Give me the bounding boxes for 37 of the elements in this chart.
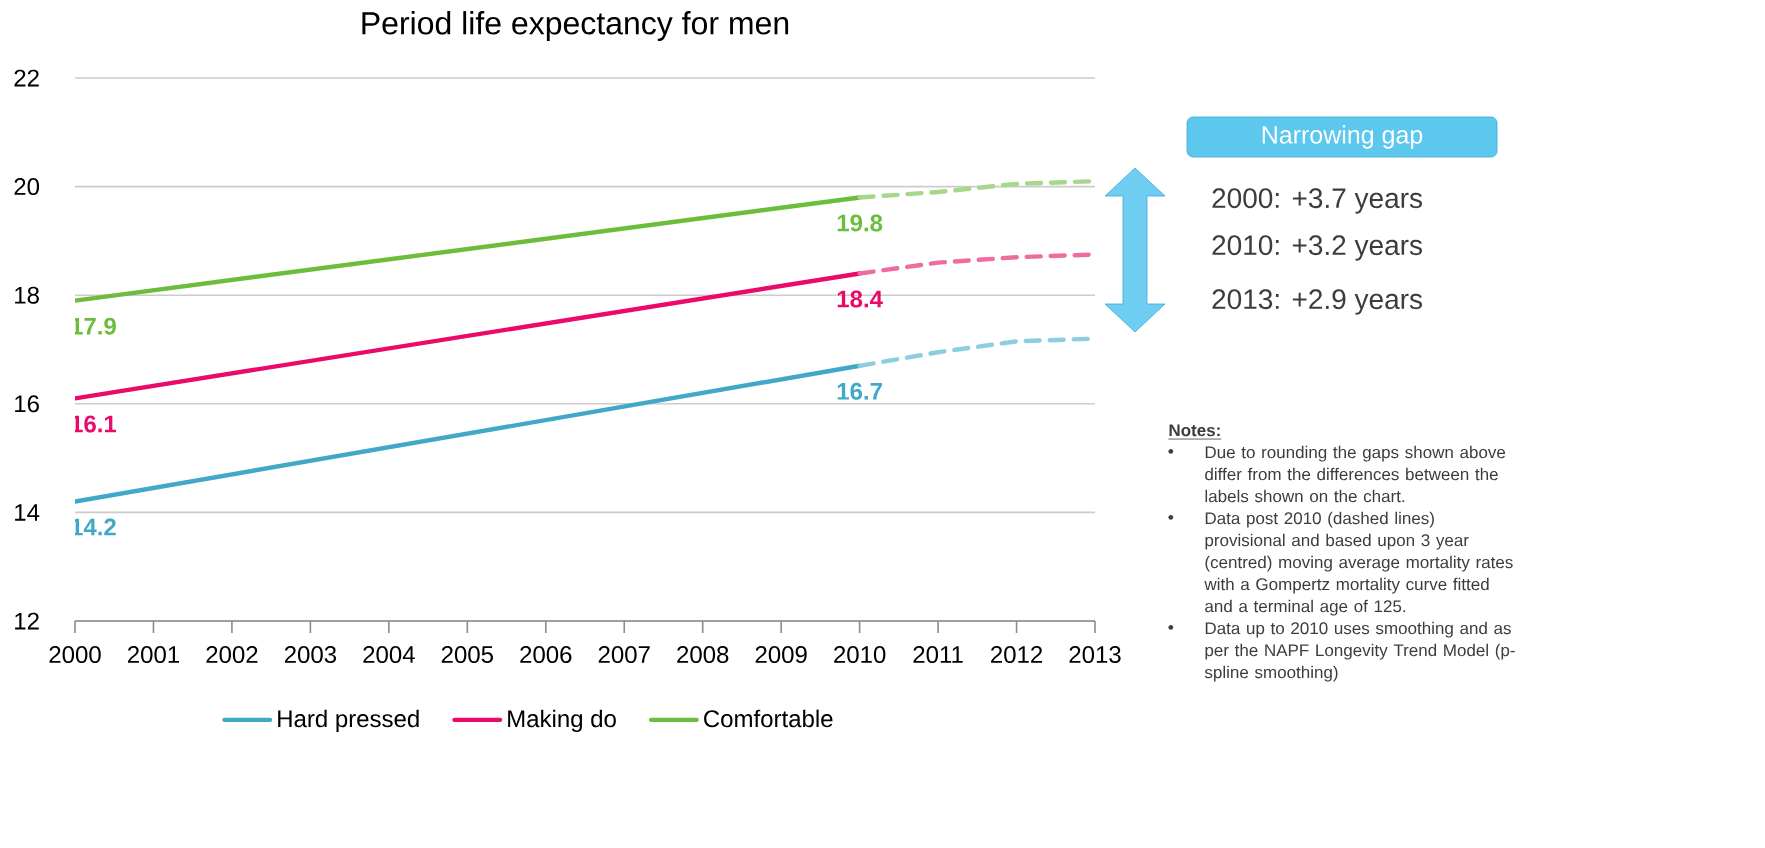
data-label: 19.8 xyxy=(837,214,883,232)
text: Data post 2010 (dashed lines) provisional and based upon 3 year (centred) moving average mortality rates with a Gompertz mortality curve fitted and a terminal age of 125. xyxy=(1204,511,1513,616)
data-label: 16.1 xyxy=(71,415,117,433)
text: Data up to 2010 uses smoothing and as per the NAPF Longevity Trend Model (p-spline smoothing) xyxy=(1204,621,1515,682)
x-tick-label: 2003 xyxy=(284,646,337,664)
x-tick-label: 2000 xyxy=(49,646,101,664)
x-tick-label: 2010 xyxy=(834,646,886,664)
y-tick-label: 14 xyxy=(15,504,40,521)
text: Narrowing gap xyxy=(1262,125,1423,149)
x-tick-label: 2012 xyxy=(991,646,1043,664)
text: Due to rounding the gaps shown above differ from the differences between the labels shown on the chart. xyxy=(1205,445,1506,503)
y-tick-label: 18 xyxy=(15,286,39,304)
text: 2010: +3.2 years xyxy=(1212,235,1422,261)
x-tick-label: 2008 xyxy=(677,646,729,664)
x-tick-label: 2013 xyxy=(1069,646,1121,664)
x-tick-label: 2002 xyxy=(206,646,258,664)
legend-label: Comfortable xyxy=(704,709,833,728)
legend-label: Hard pressed xyxy=(278,709,419,733)
text: 2000: +3.7 years xyxy=(1212,188,1422,214)
x-tick-label: 2004 xyxy=(363,646,415,664)
data-label: 16.7 xyxy=(837,382,882,400)
legend-label: Making do xyxy=(508,709,616,733)
x-tick-label: 2009 xyxy=(755,646,807,664)
data-label: 14.2 xyxy=(71,518,116,536)
y-tick-label: 16 xyxy=(15,395,39,413)
text: 2013: +2.9 years xyxy=(1212,289,1422,315)
x-tick-label: 2011 xyxy=(913,646,963,664)
y-tick-label: 12 xyxy=(15,612,39,630)
x-tick-label: 2005 xyxy=(441,646,493,664)
y-tick-label: 22 xyxy=(14,69,39,87)
text: Notes: xyxy=(1169,424,1220,437)
chart-title: Period life expectancy for men xyxy=(362,11,789,41)
x-tick-label: 2006 xyxy=(520,646,572,664)
data-label: 18.4 xyxy=(837,290,883,308)
x-tick-label: 2001 xyxy=(127,646,179,664)
y-tick-label: 20 xyxy=(14,178,40,196)
x-tick-label: 2007 xyxy=(598,646,650,664)
